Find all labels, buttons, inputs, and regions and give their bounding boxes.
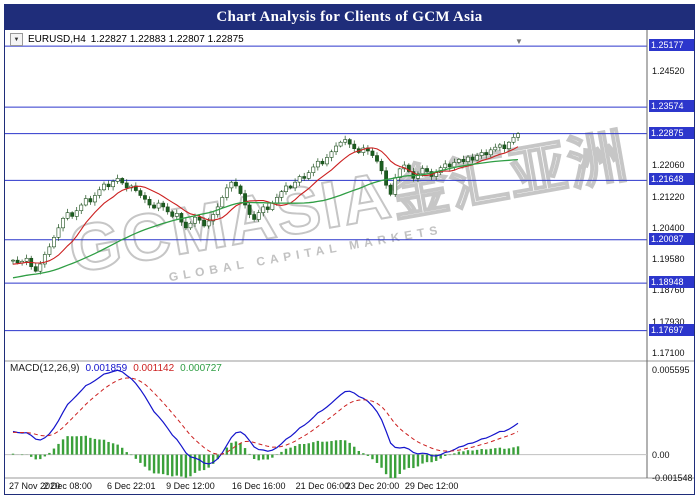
- indicator-axis-label: 0.00: [652, 449, 670, 460]
- chart-analysis-window: Chart Analysis for Clients of GCM Asia G…: [4, 4, 695, 495]
- time-axis-label: 23 Dec 20:00: [345, 481, 400, 491]
- time-axis-label: 27 Nov 2020: [9, 481, 61, 491]
- macd-label: MACD(12,26,9): [10, 363, 80, 374]
- page-title: Chart Analysis for Clients of GCM Asia: [216, 9, 483, 25]
- time-axis-label: 2 Dec 08:00: [43, 481, 92, 491]
- time-axis-label: 9 Dec 12:00: [166, 481, 215, 491]
- title-bar: Chart Analysis for Clients of GCM Asia: [5, 5, 694, 30]
- symbol-label: EURUSD,H4: [28, 34, 86, 45]
- time-axis-label: 29 Dec 12:00: [404, 481, 459, 491]
- symbol-info-bar: ▼ EURUSD,H4 1.22827 1.22883 1.22807 1.22…: [10, 33, 244, 46]
- price-axis-label: 1.17100: [652, 348, 685, 359]
- indicator-axis-label: 0.005595: [652, 365, 690, 375]
- price-level-badge: 1.23574: [649, 100, 694, 113]
- price-level-badge: 1.25177: [649, 39, 694, 52]
- macd-signal-value: 0.001142: [133, 363, 175, 374]
- price-level-badge: 1.21648: [649, 173, 694, 186]
- price-level-badge: 1.20087: [649, 232, 694, 245]
- ohlc-values: 1.22827 1.22883 1.22807 1.22875: [90, 34, 244, 45]
- symbol-dropdown-button[interactable]: ▼: [10, 33, 23, 46]
- price-axis-label: 1.21220: [652, 191, 685, 202]
- chart-window[interactable]: GCMASIA金汇亚洲 GLOBAL CAPITAL MARKETS ▼ EUR…: [5, 30, 694, 494]
- macd-main-value: 0.001859: [85, 363, 128, 374]
- time-axis-label: 6 Dec 22:01: [107, 481, 156, 491]
- time-axis-label: 16 Dec 16:00: [231, 481, 286, 491]
- price-axis-label: 1.20400: [652, 222, 685, 233]
- chevron-down-icon: ▼: [13, 36, 20, 43]
- indicator-axis-label: -0.001548: [652, 473, 693, 483]
- macd-histogram-value: 0.000727: [180, 363, 222, 374]
- price-level-badge: 1.22875: [649, 126, 694, 139]
- price-axis-label: 1.17930: [652, 316, 685, 327]
- macd-header: MACD(12,26,9) 0.001859 0.001142 0.000727: [10, 363, 222, 374]
- chart-shift-marker-icon: ▼: [515, 37, 523, 46]
- time-axis-label: 21 Dec 06:00: [295, 481, 350, 491]
- price-level-badge: 1.17697: [649, 323, 694, 336]
- price-chart-canvas[interactable]: [5, 30, 694, 494]
- price-axis-label: 1.24520: [652, 66, 685, 77]
- price-level-badge: 1.18948: [649, 276, 694, 289]
- price-axis-label: 1.19580: [652, 254, 685, 265]
- price-axis-label: 1.18760: [652, 285, 685, 296]
- price-axis-label: 1.22060: [652, 159, 685, 170]
